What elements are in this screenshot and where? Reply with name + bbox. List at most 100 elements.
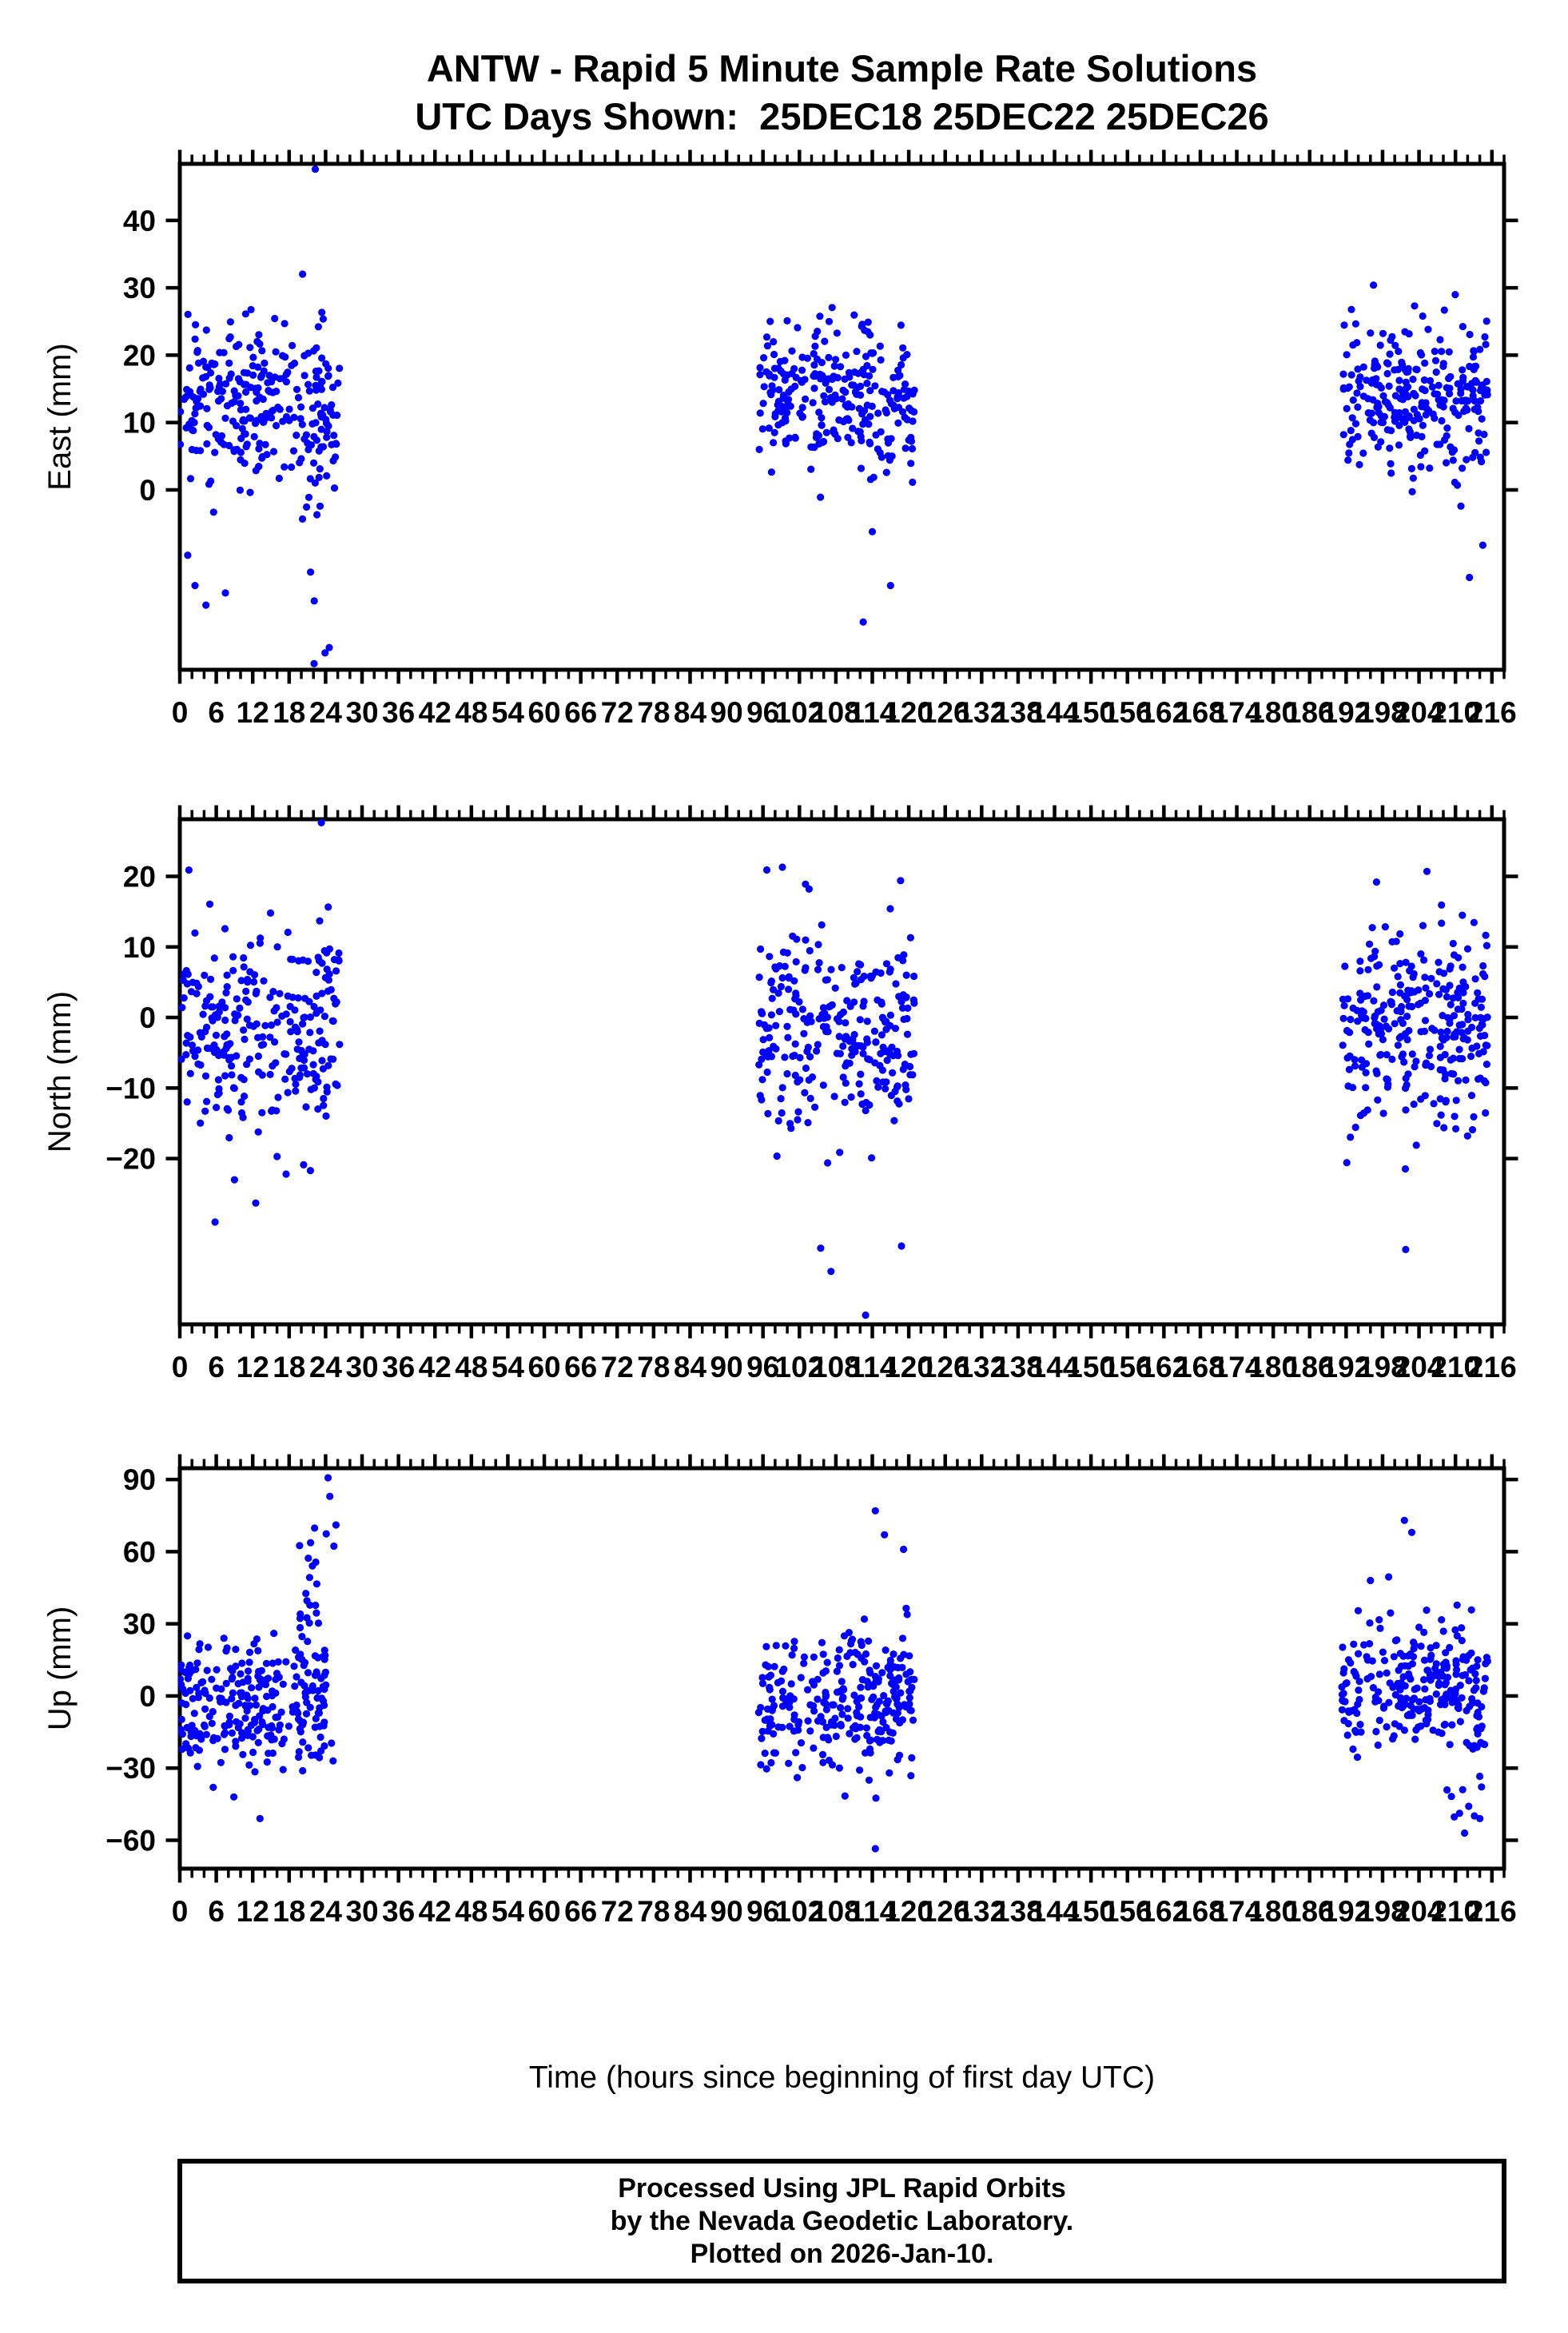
data-point [806,1094,814,1102]
data-point [315,367,323,375]
data-point [1371,1012,1379,1020]
data-point [304,493,313,501]
data-point [253,1635,261,1643]
data-point [1430,1100,1438,1108]
data-point [1407,464,1415,473]
y-tick-label: 30 [123,1608,156,1641]
data-point [873,1077,881,1085]
data-point [1453,1632,1461,1640]
data-point [1433,1120,1441,1128]
x-tick-label: 30 [345,1895,378,1928]
data-point [905,1095,913,1103]
data-point [885,1769,893,1777]
data-point [335,949,343,957]
x-tick-label: 108 [811,1895,861,1928]
data-point [197,1061,205,1069]
x-tick-labels: 0 6 12 18 24 30 36 42 48 54 60 66 72 78 84 90 9610210811… [172,696,1517,729]
data-point [1459,373,1467,381]
data-point [237,456,245,464]
data-point [312,969,320,977]
data-point [257,1666,265,1674]
data-point [315,473,323,482]
data-point [857,976,865,984]
data-point [240,380,249,388]
data-point [818,1718,827,1726]
data-point [275,1673,283,1682]
data-point [767,977,776,985]
data-point [1427,1651,1435,1659]
data-point [882,1025,890,1033]
data-point [794,1116,802,1124]
data-point [184,310,192,318]
data-point [1478,415,1486,423]
data-point [1397,1016,1405,1024]
data-point [1390,1653,1398,1661]
data-point [848,1051,856,1059]
data-point [1362,1069,1370,1077]
data-point [885,1706,893,1714]
data-point [1401,992,1409,1000]
x-tick-label: 162 [1139,696,1188,729]
data-point [1452,1660,1460,1668]
data-point [1413,1684,1421,1692]
data-point [1417,1095,1425,1103]
data-point [788,369,796,377]
data-point [1455,1054,1463,1063]
data-point [269,1106,277,1114]
data-point [1344,1656,1353,1664]
data-point [1482,931,1490,939]
data-point [249,362,257,370]
data-point [898,1716,906,1724]
data-point [1352,1672,1360,1680]
data-point [1401,1662,1409,1670]
data-point [765,424,773,432]
data-point [1483,1041,1491,1049]
data-point [856,1016,864,1024]
data-point [1379,419,1387,427]
data-point [1354,1017,1362,1025]
data-point [1455,1045,1463,1053]
data-point [209,1003,217,1011]
data-point [1375,1716,1383,1725]
data-point [274,1658,282,1666]
data-point [859,1049,867,1057]
data-point [825,353,833,361]
data-point [1474,429,1482,437]
data-point [296,1071,304,1079]
data-point [1443,424,1451,432]
data-point [868,528,877,535]
data-point [778,1687,787,1695]
data-point [1447,1001,1455,1009]
data-point [770,1042,778,1050]
data-point [1402,1106,1410,1114]
data-point [1359,392,1367,400]
data-point [249,1748,257,1757]
data-point [293,1673,300,1681]
data-point [330,1542,338,1551]
data-point [776,961,784,970]
data-point [1473,1662,1481,1670]
x-tick-label: 6 [208,1895,225,1928]
data-point [212,1031,221,1039]
data-point [835,1764,843,1772]
data-point [817,493,825,501]
data-point [296,1623,304,1632]
data-point [835,416,843,424]
data-point [778,1667,786,1675]
data-point [329,1757,337,1765]
data-point [305,1619,313,1627]
data-point [201,1722,209,1730]
data-point [813,1047,821,1055]
data-point [182,1051,190,1059]
data-point [878,1669,886,1677]
data-point [903,1610,911,1618]
data-point [763,1715,771,1723]
data-point [1443,993,1451,1001]
data-point [866,1101,874,1109]
data-point [258,347,266,355]
data-point [871,1507,879,1515]
data-point [310,597,318,605]
data-point [1356,383,1364,391]
data-point [766,1722,774,1730]
data-point [882,1085,889,1093]
